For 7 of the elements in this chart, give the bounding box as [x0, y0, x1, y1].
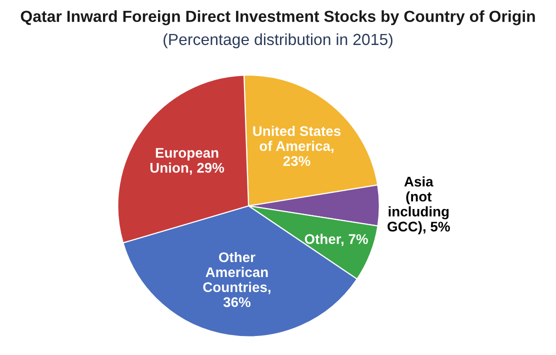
chart-title: Qatar Inward Foreign Direct Investment Stocks by Country of Origin: [20, 10, 535, 26]
slice-label: European Union, 29%: [150, 148, 224, 175]
slice-label: Other American Countries, 36%: [203, 252, 270, 308]
slice-label: United States of America, 23%: [253, 126, 341, 166]
slice-label: Other, 7%: [304, 234, 368, 246]
slice-label: Asia (not including GCC), 5%: [388, 176, 450, 234]
chart-subtitle: (Percentage distribution in 2015): [164, 33, 392, 48]
